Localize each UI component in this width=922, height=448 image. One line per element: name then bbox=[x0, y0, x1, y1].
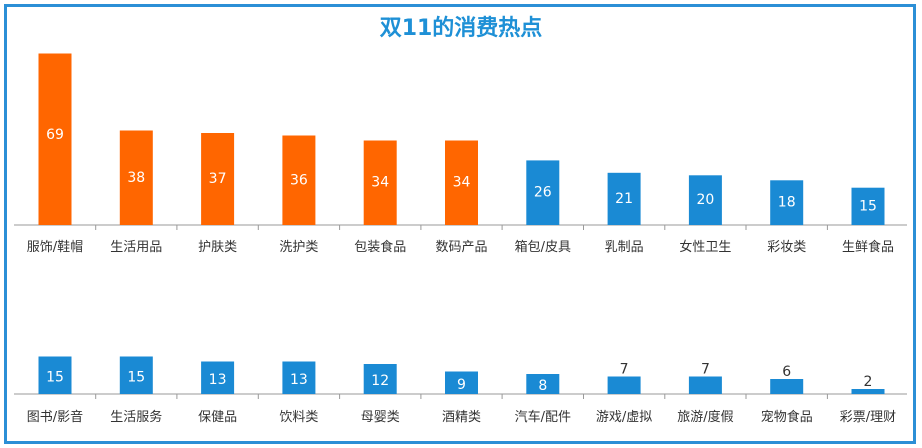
bar-2-3 bbox=[201, 361, 235, 394]
bar-1-8 bbox=[607, 172, 641, 225]
category-label: 彩票/理财 bbox=[840, 410, 896, 425]
category-label: 宠物食品 bbox=[761, 409, 813, 425]
bar-2-4 bbox=[282, 361, 316, 394]
bar-2-6 bbox=[445, 371, 478, 394]
data-label: 36 bbox=[290, 172, 308, 188]
category-label: 乳制品 bbox=[605, 240, 644, 255]
data-label: 13 bbox=[290, 372, 308, 388]
data-label: 37 bbox=[209, 171, 227, 187]
chart-panel-1: 69 服饰/鞋帽 38 生活用品 37 护肤类 36 洗护类 34 包装食品 34 数码产品 26 箱包/… bbox=[14, 53, 907, 255]
bar-1-11 bbox=[851, 187, 885, 225]
bar-2-7 bbox=[526, 374, 560, 394]
chart-panel-2: 15 图书/影音 15 生活服务 13 保健品 13 饮料类 12 母婴类 9 酒精类 8 汽车/配件 7 游… bbox=[14, 356, 907, 425]
bar-2-2 bbox=[119, 356, 153, 394]
data-label: 34 bbox=[453, 175, 471, 191]
category-label: 洗护类 bbox=[279, 240, 318, 255]
data-label: 34 bbox=[371, 175, 389, 191]
data-label: 6 bbox=[782, 364, 791, 380]
data-label: 21 bbox=[615, 191, 633, 207]
category-label: 汽车/配件 bbox=[515, 409, 571, 425]
category-label: 酒精类 bbox=[442, 410, 481, 425]
data-label: 13 bbox=[209, 372, 227, 388]
bar-1-9 bbox=[688, 175, 722, 225]
bar-2-10 bbox=[770, 379, 804, 394]
category-label: 保健品 bbox=[198, 410, 237, 425]
category-label: 数码产品 bbox=[435, 240, 487, 255]
data-label: 15 bbox=[127, 369, 145, 385]
bar-2-9 bbox=[688, 376, 722, 394]
bar-2-5 bbox=[363, 364, 397, 394]
category-label: 旅游/度假 bbox=[677, 409, 733, 425]
data-label: 18 bbox=[778, 195, 796, 211]
bar-2-1 bbox=[38, 356, 72, 394]
data-label: 12 bbox=[371, 373, 389, 389]
data-label: 9 bbox=[457, 377, 466, 393]
category-label: 箱包/皮具 bbox=[515, 239, 571, 255]
category-label: 游戏/虚拟 bbox=[596, 410, 652, 425]
data-label: 7 bbox=[701, 362, 710, 378]
category-label: 生活服务 bbox=[110, 409, 162, 425]
category-label: 彩妆类 bbox=[767, 240, 806, 255]
category-label: 图书/影音 bbox=[27, 409, 83, 425]
bar-1-7 bbox=[526, 160, 560, 225]
category-label: 生活用品 bbox=[110, 240, 162, 255]
bar-1-3 bbox=[201, 133, 235, 225]
bar-2-11 bbox=[851, 389, 885, 394]
category-label: 母婴类 bbox=[361, 410, 400, 425]
bar-1-1 bbox=[38, 53, 72, 225]
bar-1-6 bbox=[445, 140, 478, 225]
data-label: 7 bbox=[620, 362, 629, 378]
data-label: 15 bbox=[46, 369, 64, 385]
data-label: 69 bbox=[46, 127, 64, 143]
data-label: 38 bbox=[127, 170, 145, 186]
data-label: 8 bbox=[538, 378, 547, 394]
category-label: 女性卫生 bbox=[679, 239, 731, 255]
category-label: 饮料类 bbox=[279, 410, 318, 425]
data-label: 20 bbox=[696, 192, 714, 208]
bar-1-4 bbox=[282, 135, 316, 225]
data-label: 2 bbox=[864, 374, 873, 390]
category-label: 护肤类 bbox=[198, 240, 237, 255]
data-label: 15 bbox=[859, 198, 877, 214]
category-label: 生鲜食品 bbox=[842, 239, 894, 255]
category-label: 包装食品 bbox=[354, 239, 406, 255]
bar-1-2 bbox=[119, 130, 153, 225]
category-label: 服饰/鞋帽 bbox=[27, 239, 83, 255]
bar-1-10 bbox=[770, 180, 804, 226]
bar-2-8 bbox=[607, 376, 641, 394]
chart-title: 双11的消费热点 bbox=[379, 16, 543, 41]
data-label: 26 bbox=[534, 185, 552, 201]
bar-1-5 bbox=[363, 140, 397, 225]
